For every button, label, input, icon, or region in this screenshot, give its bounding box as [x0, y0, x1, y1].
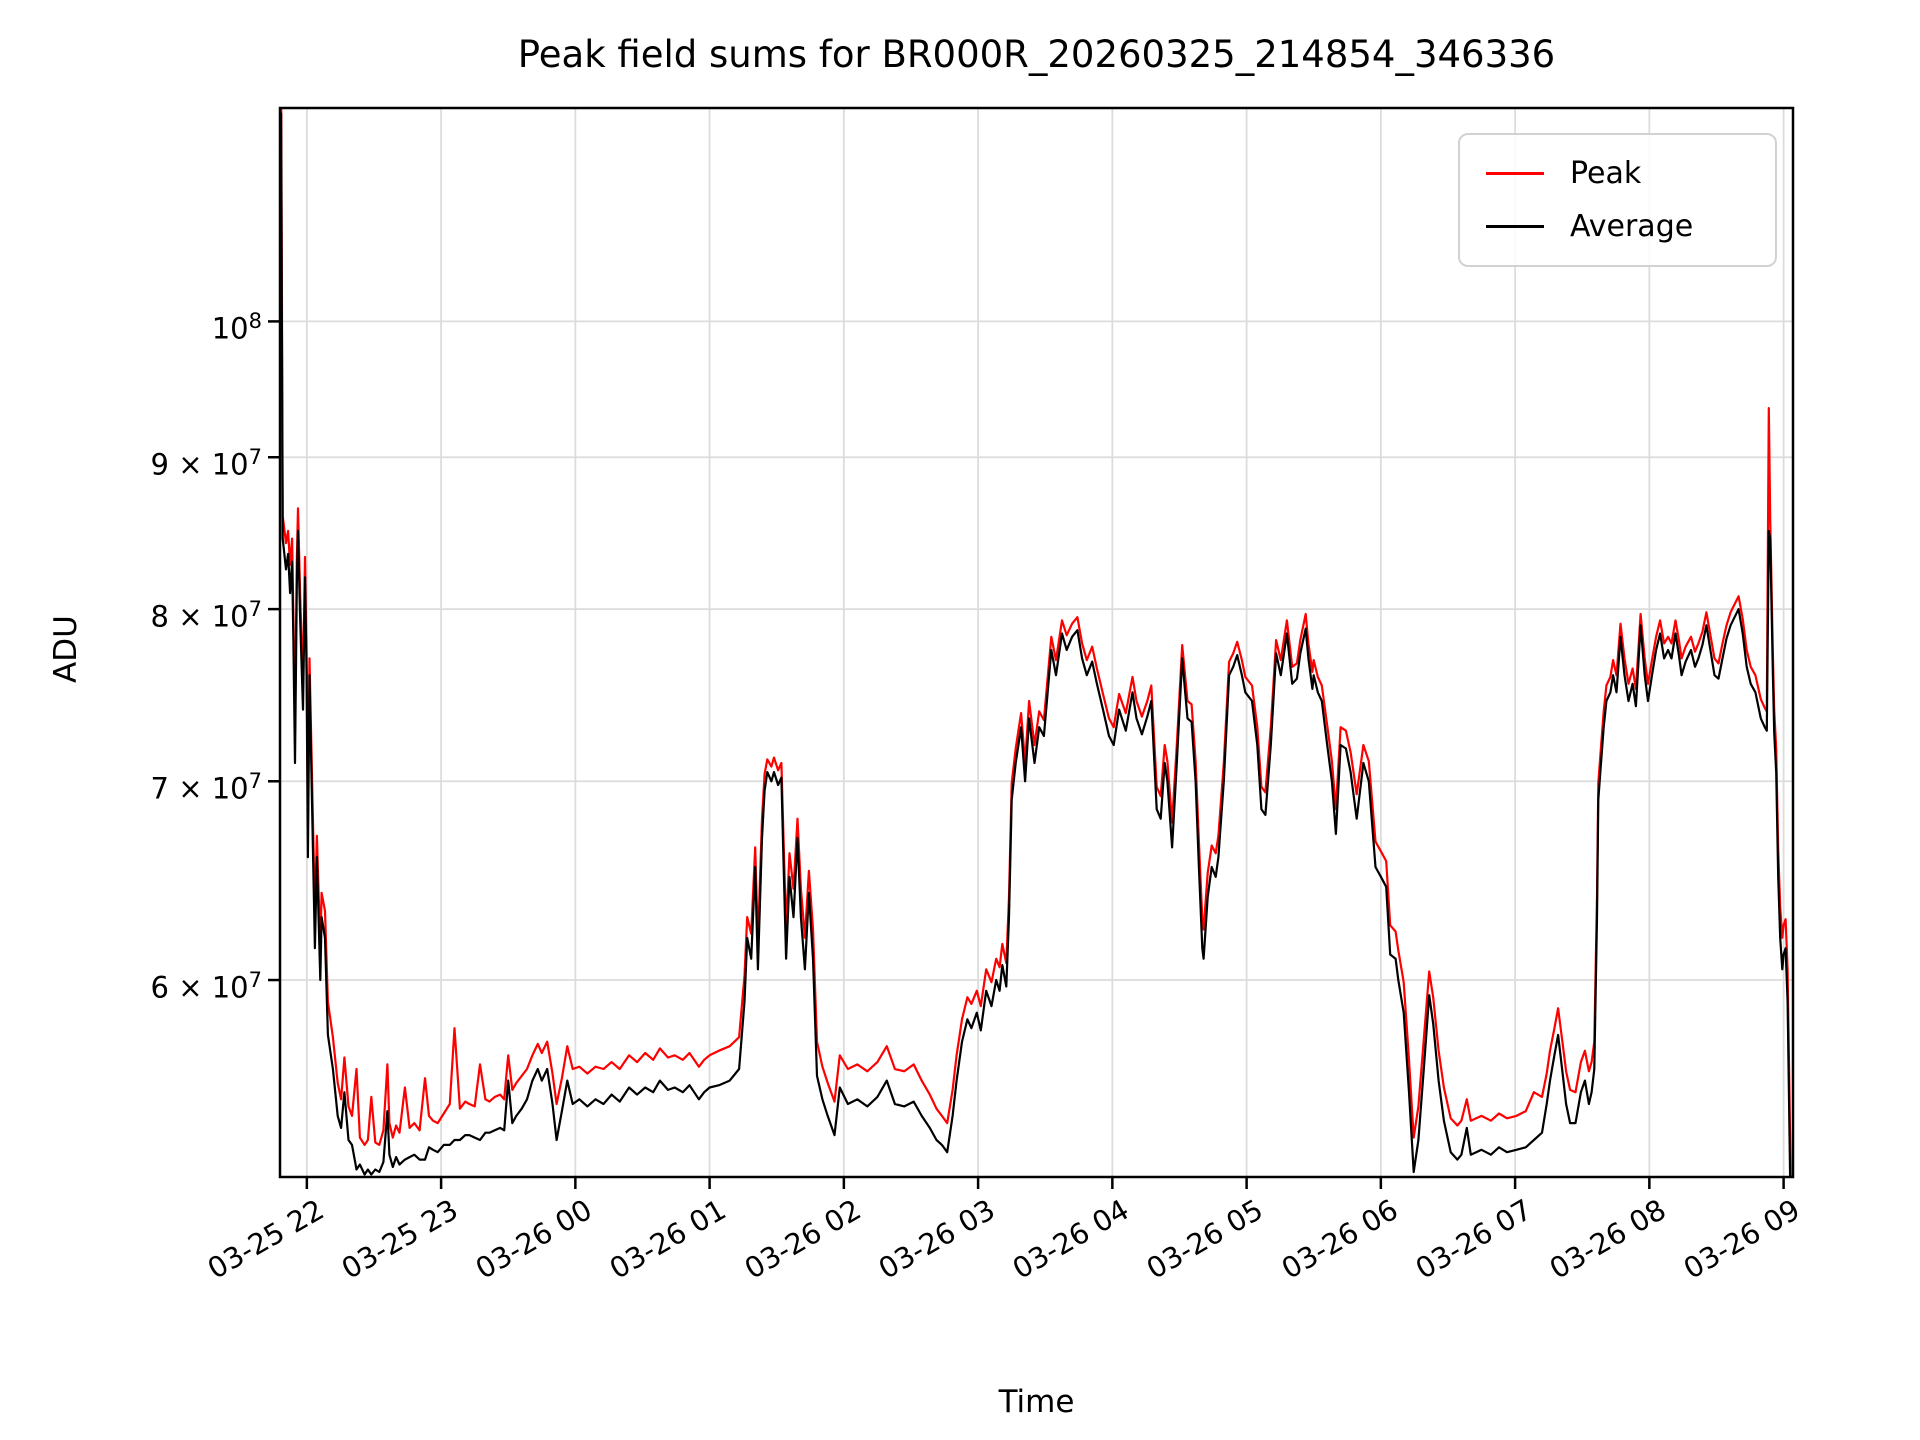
y-tick-label: 9 × 107	[150, 445, 262, 482]
y-tick-label: 7 × 107	[150, 769, 262, 806]
tick-marks	[268, 320, 1785, 1189]
legend: Peak Average	[1458, 133, 1777, 267]
y-axis-title: ADU	[48, 615, 84, 683]
y-tick-label: 6 × 107	[150, 968, 262, 1005]
x-axis-title: Time	[998, 1384, 1075, 1420]
y-tick-label: 8 × 107	[150, 597, 262, 634]
legend-line-sample	[1486, 172, 1544, 176]
legend-label: Peak	[1570, 156, 1642, 192]
y-tick-label: 108	[211, 309, 262, 347]
plot-frame	[278, 106, 1795, 1179]
legend-item: Peak	[1460, 156, 1775, 191]
series-line-average	[280, 112, 1792, 1177]
legend-line-sample	[1486, 224, 1544, 228]
chart-title: Peak field sums for BR000R_20260325_2148…	[517, 33, 1556, 76]
legend-label: Average	[1570, 208, 1694, 244]
legend-item: Average	[1460, 209, 1775, 244]
gridlines	[280, 108, 1793, 1177]
series-line-peak	[280, 108, 1792, 1177]
